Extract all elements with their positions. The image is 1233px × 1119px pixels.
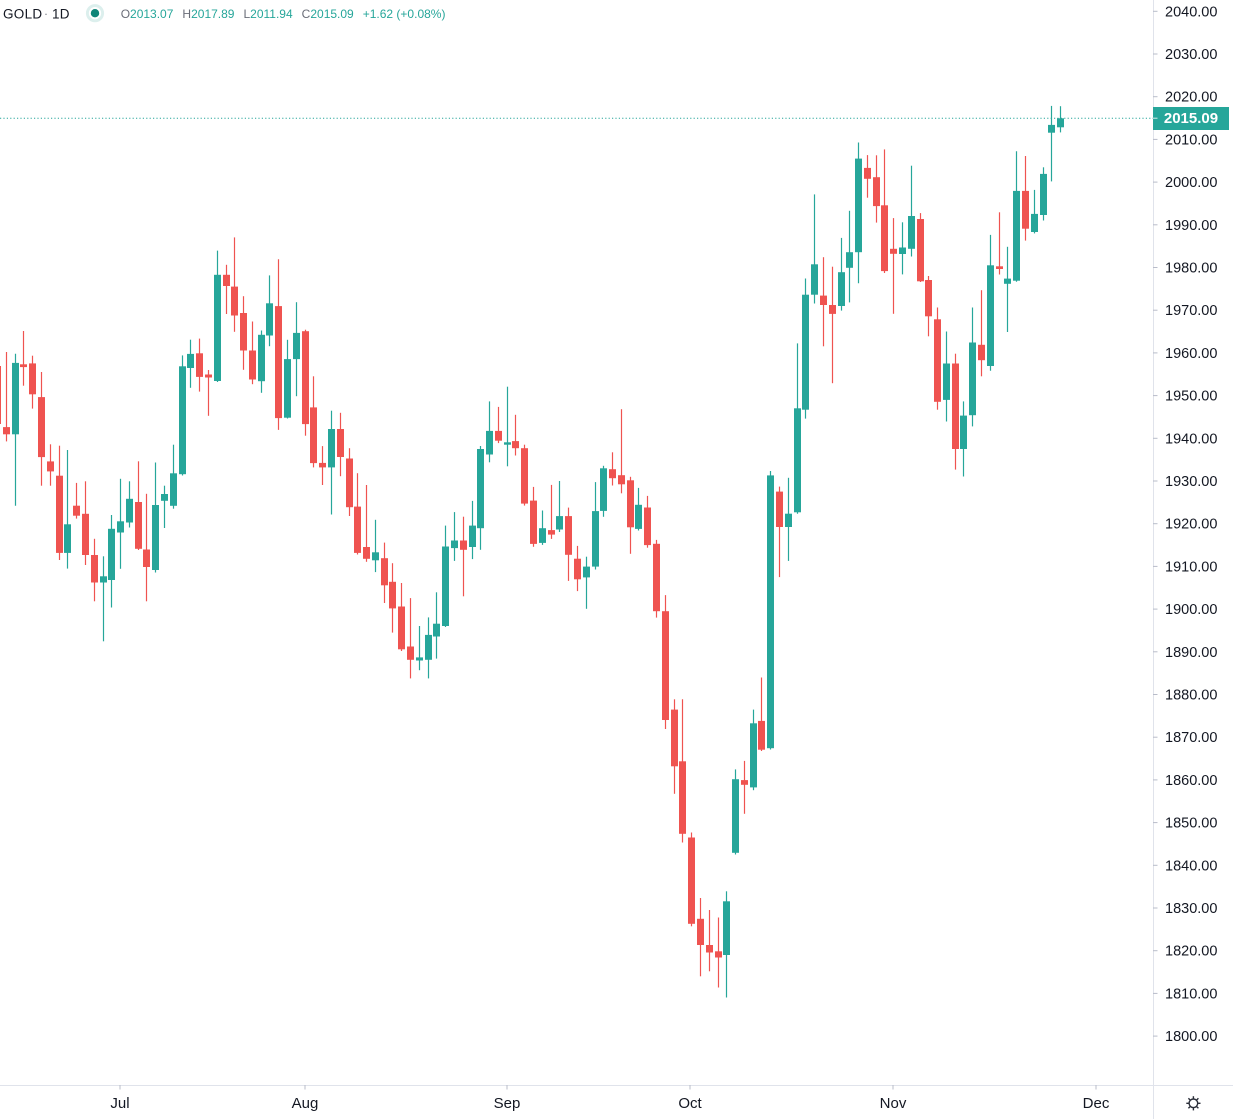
svg-text:1950.00: 1950.00	[1165, 389, 1217, 405]
svg-text:1940.00: 1940.00	[1165, 431, 1217, 447]
svg-text:1970.00: 1970.00	[1165, 303, 1217, 319]
svg-text:1920.00: 1920.00	[1165, 517, 1217, 533]
svg-text:Sep: Sep	[494, 1095, 521, 1112]
svg-text:2040.00: 2040.00	[1165, 4, 1217, 20]
svg-text:1850.00: 1850.00	[1165, 816, 1217, 832]
svg-text:2015.09: 2015.09	[1164, 110, 1218, 127]
svg-text:1860.00: 1860.00	[1165, 773, 1217, 789]
svg-text:·: ·	[44, 7, 48, 21]
svg-text:Oct: Oct	[678, 1095, 702, 1112]
svg-text:2010.00: 2010.00	[1165, 132, 1217, 148]
svg-text:1870.00: 1870.00	[1165, 730, 1217, 746]
svg-text:1900.00: 1900.00	[1165, 602, 1217, 618]
svg-text:1830.00: 1830.00	[1165, 901, 1217, 917]
svg-text:1980.00: 1980.00	[1165, 261, 1217, 277]
svg-text:1810.00: 1810.00	[1165, 986, 1217, 1002]
svg-text:1880.00: 1880.00	[1165, 688, 1217, 704]
svg-text:1990.00: 1990.00	[1165, 218, 1217, 234]
svg-text:1930.00: 1930.00	[1165, 474, 1217, 490]
svg-text:1910.00: 1910.00	[1165, 559, 1217, 575]
svg-text:Nov: Nov	[880, 1095, 907, 1112]
svg-text:2020.00: 2020.00	[1165, 90, 1217, 106]
svg-text:1820.00: 1820.00	[1165, 944, 1217, 960]
svg-text:Jul: Jul	[110, 1095, 129, 1112]
svg-text:Aug: Aug	[292, 1095, 319, 1112]
svg-text:1D: 1D	[52, 7, 70, 22]
svg-text:2000.00: 2000.00	[1165, 175, 1217, 191]
svg-text:1800.00: 1800.00	[1165, 1029, 1217, 1045]
svg-text:2030.00: 2030.00	[1165, 47, 1217, 63]
svg-text:Dec: Dec	[1083, 1095, 1110, 1112]
svg-text:1960.00: 1960.00	[1165, 346, 1217, 362]
svg-text:GOLD: GOLD	[3, 7, 42, 22]
svg-text:1890.00: 1890.00	[1165, 645, 1217, 661]
svg-text:1840.00: 1840.00	[1165, 858, 1217, 874]
